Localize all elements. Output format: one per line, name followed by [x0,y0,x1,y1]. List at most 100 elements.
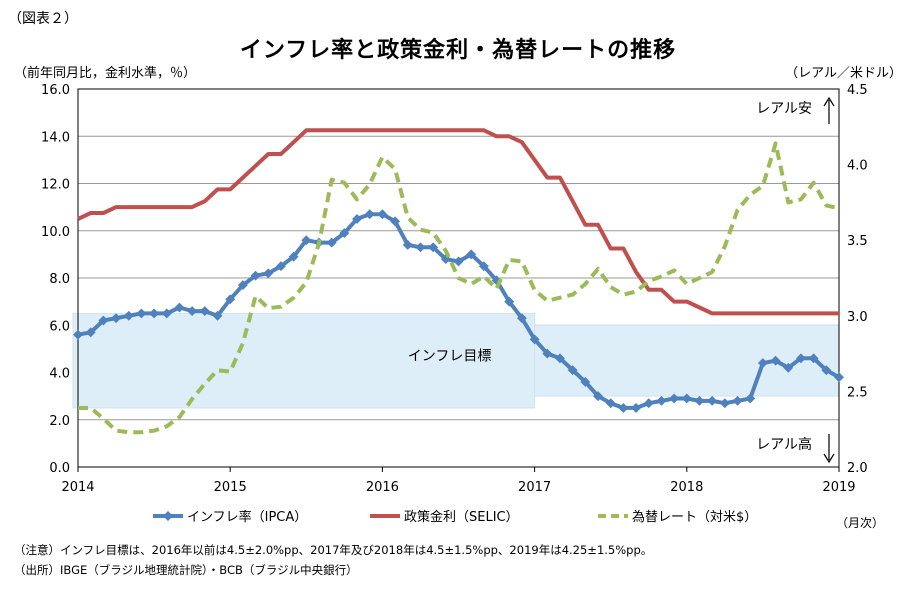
data-point [834,372,844,383]
chart-title: インフレ率と政策金利・為替レートの推移 [239,38,677,63]
y-left-tick-label: 0.0 [49,461,70,476]
data-point [428,242,439,253]
target-band [534,324,840,397]
data-point [542,348,553,359]
period-unit: （月次） [835,516,884,530]
data-point [275,261,286,272]
y-right-tick-label: 2.5 [847,385,868,400]
target-bands: インフレ目標 [72,312,840,409]
data-point [326,237,337,248]
data-point [529,334,540,345]
target-band-label: インフレ目標 [408,349,492,365]
data-point [643,398,654,409]
y-left-tick-label: 10.0 [41,225,70,240]
data-point [757,358,768,368]
data-point [199,306,210,317]
axis-labels: 0.0 2.0 4.0 6.0 8.0 10.0 12.0 14.0 16.0 2.0 2.5 3.0… [41,83,868,495]
data-point [301,235,312,246]
footnote-source: （出所）IBGE（ブラジル地理統計院）・BCB（ブラジル中央銀行） [14,563,358,577]
right-axis-unit: （レアル／米ドル） [785,66,902,81]
x-tick-label: 2017 [518,480,551,495]
series-group [73,128,844,435]
data-point [618,402,629,413]
y-left-tick-label: 16.0 [41,83,70,98]
data-point [402,239,413,250]
plot-border [77,88,840,468]
arrow-down-icon-head [823,453,835,464]
legend-marker [163,511,173,521]
legend-label: インフレ率（IPCA） [187,509,307,525]
data-point [631,402,642,413]
x-tick-label: 2018 [670,480,703,495]
data-point [161,308,172,319]
data-point [516,313,527,324]
y-left-tick-label: 12.0 [41,178,70,193]
data-point [821,365,832,376]
y-right-tick-label: 3.0 [847,310,868,325]
data-point [745,393,756,404]
data-point [377,209,388,220]
data-point [478,261,489,272]
data-point [694,395,705,406]
arrow-up-icon-head [823,96,835,107]
data-point [187,306,198,317]
data-point [770,355,781,366]
data-point [719,398,730,409]
y-right-tick-label: 4.5 [847,83,868,98]
data-point [466,249,477,260]
data-point [352,213,362,224]
data-point [364,209,375,220]
y-left-tick-label: 14.0 [41,130,70,145]
data-point [212,310,223,321]
y-left-tick-label: 4.0 [49,367,70,382]
data-point [732,395,743,406]
target-band [72,312,536,409]
data-point [605,398,616,409]
data-point [237,280,248,291]
data-point [136,308,147,319]
figure-label: （図表２） [8,11,78,27]
footnote-note: （注意）インフレ目標は、2016年以前は4.5±2.0%pp、2017年及び20… [14,543,653,557]
data-point [555,353,565,364]
y-left-tick-label: 6.0 [49,319,70,334]
data-point [669,393,680,404]
data-point [415,242,426,253]
data-point [504,296,515,307]
data-point [796,353,806,364]
data-point [567,365,578,376]
data-point [656,395,667,406]
x-tick-label: 2016 [366,480,399,495]
data-point [593,391,603,402]
y-left-tick-label: 8.0 [49,272,70,287]
series-line [78,141,840,435]
data-point [707,395,718,406]
annotation-depreciation: レアル安 [756,101,812,117]
x-tick-label: 2014 [61,480,94,495]
data-point [453,256,464,267]
data-point [580,377,591,387]
data-point [174,302,185,313]
data-point [123,310,134,321]
data-point [225,294,236,305]
y-right-tick-label: 4.0 [847,159,868,174]
annotation-appreciation: レアル高 [756,436,812,453]
data-point [681,393,692,404]
y-right-tick-label: 2.0 [847,461,868,476]
y-left-tick-label: 2.0 [49,414,70,429]
series-line [77,128,839,316]
data-point [288,251,299,262]
data-point [808,353,819,364]
data-point [263,268,274,279]
x-tick-label: 2015 [214,480,247,495]
legend: インフレ率（IPCA） 政策金利（SELIC） 為替レート（対米$） [153,509,757,525]
legend-label: 為替レート（対米$） [632,509,757,525]
data-point [783,362,794,373]
x-tick-label: 2019 [822,480,855,495]
plot-frame [77,88,840,468]
data-point [149,308,160,319]
data-point [250,270,261,281]
y-right-tick-label: 3.5 [847,234,868,249]
legend-label: 政策金利（SELIC） [404,509,519,525]
